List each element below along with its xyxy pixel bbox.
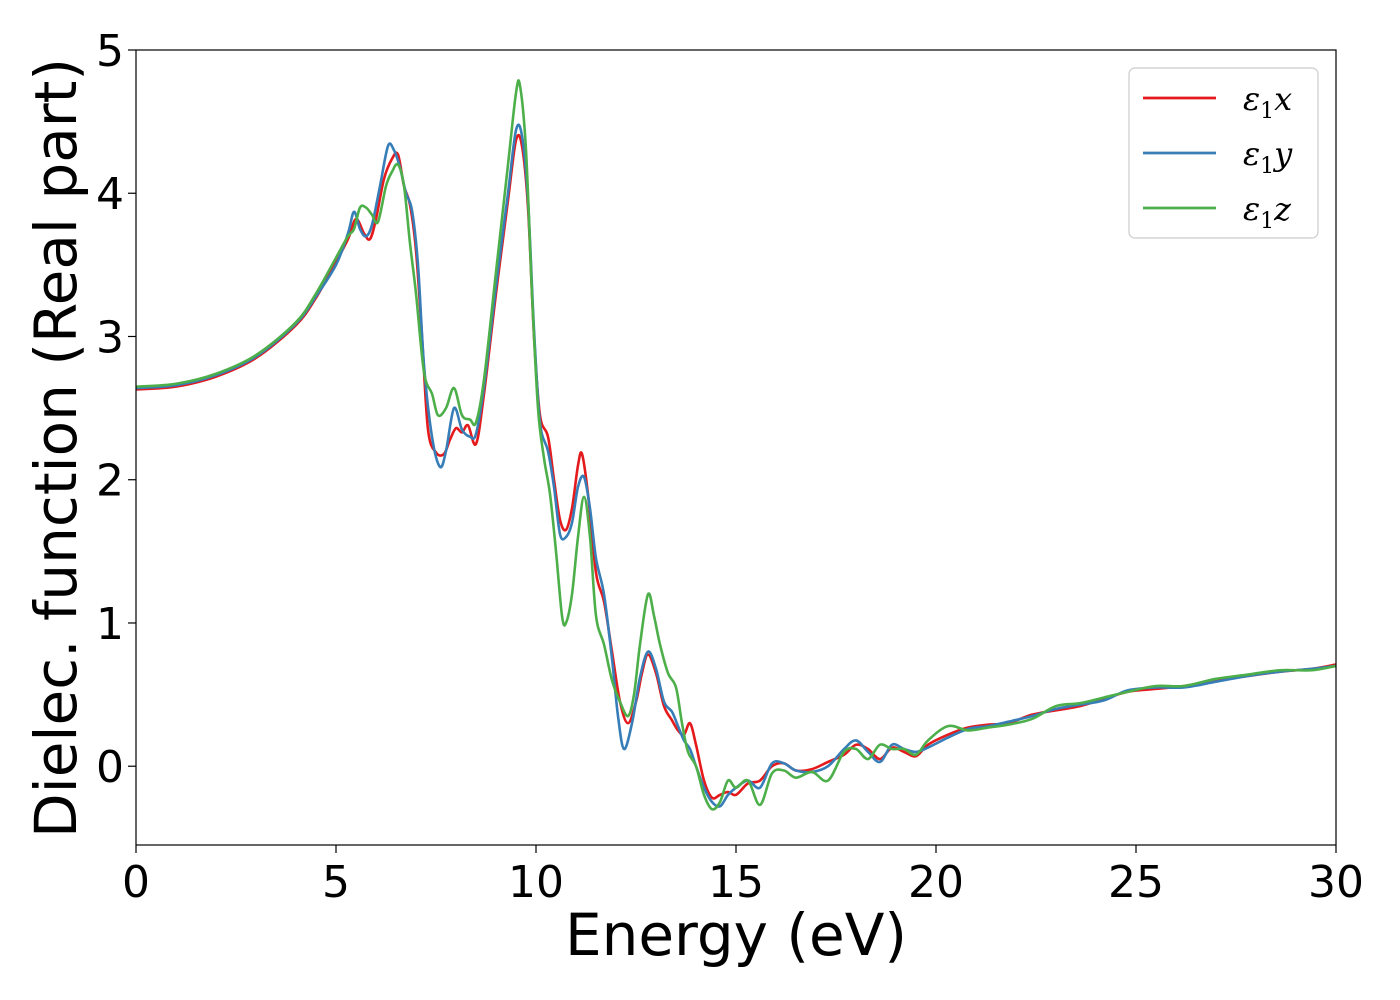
x-tick-label: 15	[708, 857, 764, 908]
x-axis-ticks: 0 5 10 15 20 25 30	[122, 845, 1364, 908]
y-tick-label: 2	[96, 456, 124, 507]
x-tick-label: 5	[322, 857, 350, 908]
legend-label-z: ε1z	[1243, 190, 1292, 234]
x-tick-label: 20	[908, 857, 964, 908]
y-tick-label: 0	[96, 742, 124, 793]
y-axis-ticks: 0 1 2 3 4 5	[96, 26, 136, 793]
x-tick-label: 25	[1108, 857, 1164, 908]
legend-label-x: ε1x	[1243, 80, 1292, 124]
legend: ε1x ε1y ε1z	[1128, 67, 1319, 239]
y-tick-label: 4	[96, 169, 124, 220]
legend-box	[1128, 67, 1319, 239]
series-layer	[136, 79, 1336, 811]
x-tick-label: 30	[1308, 857, 1364, 908]
x-tick-label: 10	[508, 857, 564, 908]
y-tick-label: 1	[96, 599, 124, 650]
y-axis-label: Dielec. function (Real part)	[22, 58, 90, 838]
y-tick-label: 5	[96, 26, 124, 77]
x-tick-label: 0	[122, 857, 150, 908]
x-axis-label: Energy (eV)	[565, 901, 907, 969]
series-line-z	[136, 79, 1336, 811]
y-tick-label: 3	[96, 312, 124, 363]
legend-label-y: ε1y	[1243, 135, 1293, 179]
